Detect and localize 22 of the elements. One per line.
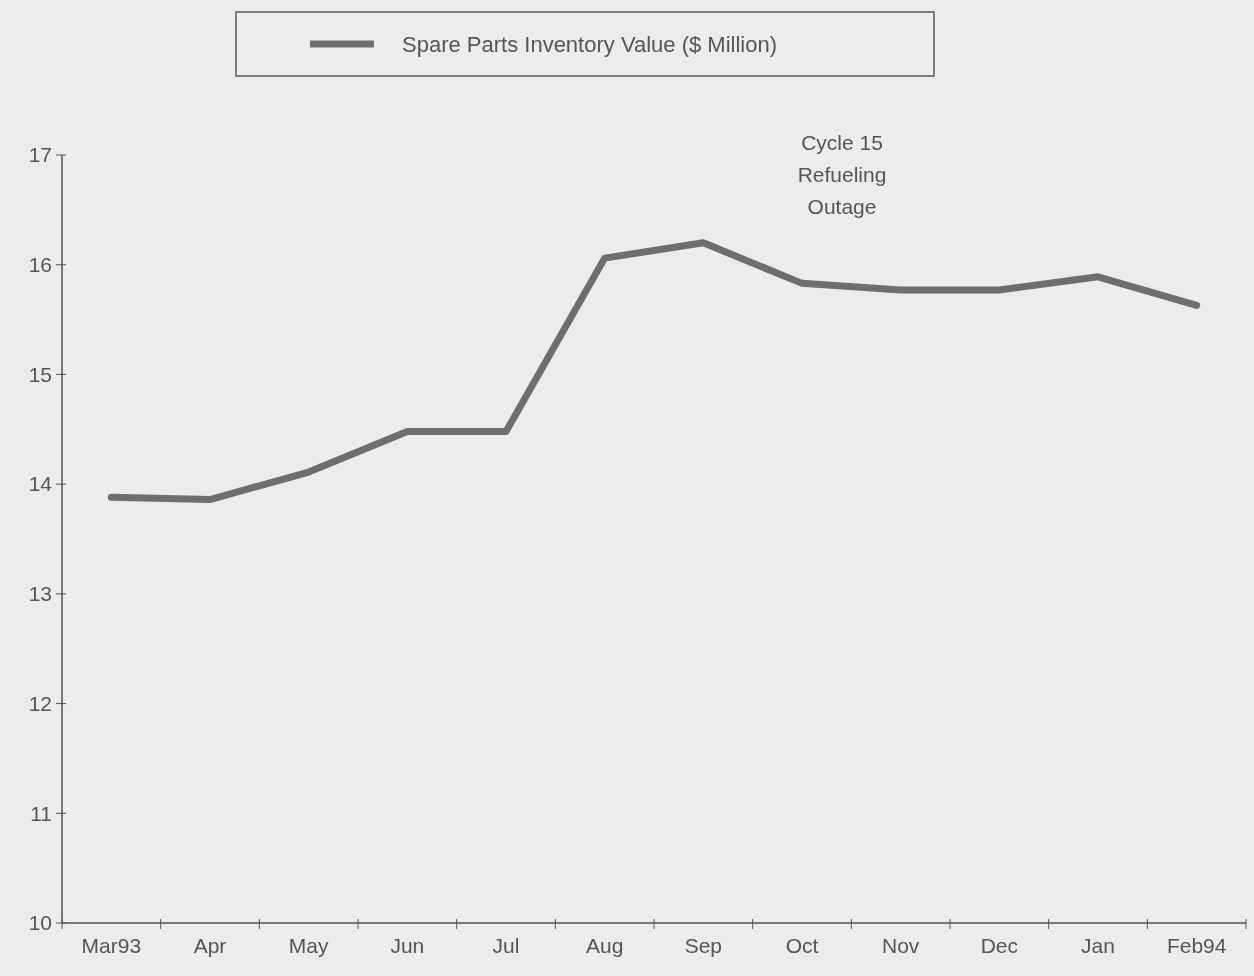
x-tick-label: Feb94 xyxy=(1166,934,1227,957)
y-tick-label: 11 xyxy=(30,801,52,825)
annotation: Cycle 15 Refueling Outage xyxy=(797,131,887,218)
x-tick-label: Jan xyxy=(1081,934,1115,957)
x-tick-label: Nov xyxy=(881,934,920,957)
y-tick-label: 13 xyxy=(28,582,52,606)
y-tick-label: 15 xyxy=(28,362,52,386)
x-tick-label: May xyxy=(288,934,329,957)
x-tick-label: Dec xyxy=(980,934,1019,957)
y-tick-label: 16 xyxy=(28,253,52,277)
x-tick-label: Jun xyxy=(390,934,425,957)
x-tick-label: Aug xyxy=(585,934,624,957)
y-tick-label: 17 xyxy=(28,143,52,167)
y-tick-label: 14 xyxy=(28,472,53,496)
x-tick-label: Sep xyxy=(684,934,723,957)
x-tick-label: Apr xyxy=(193,934,227,957)
y-tick-label: 10 xyxy=(28,911,52,935)
x-tick-label: Mar93 xyxy=(81,934,142,957)
y-tick-label: 12 xyxy=(28,691,52,715)
x-tick-label: Jul xyxy=(492,934,520,957)
x-tick-label: Oct xyxy=(785,934,819,957)
legend-label: Spare Parts Inventory Value ($ Million) xyxy=(402,31,777,57)
